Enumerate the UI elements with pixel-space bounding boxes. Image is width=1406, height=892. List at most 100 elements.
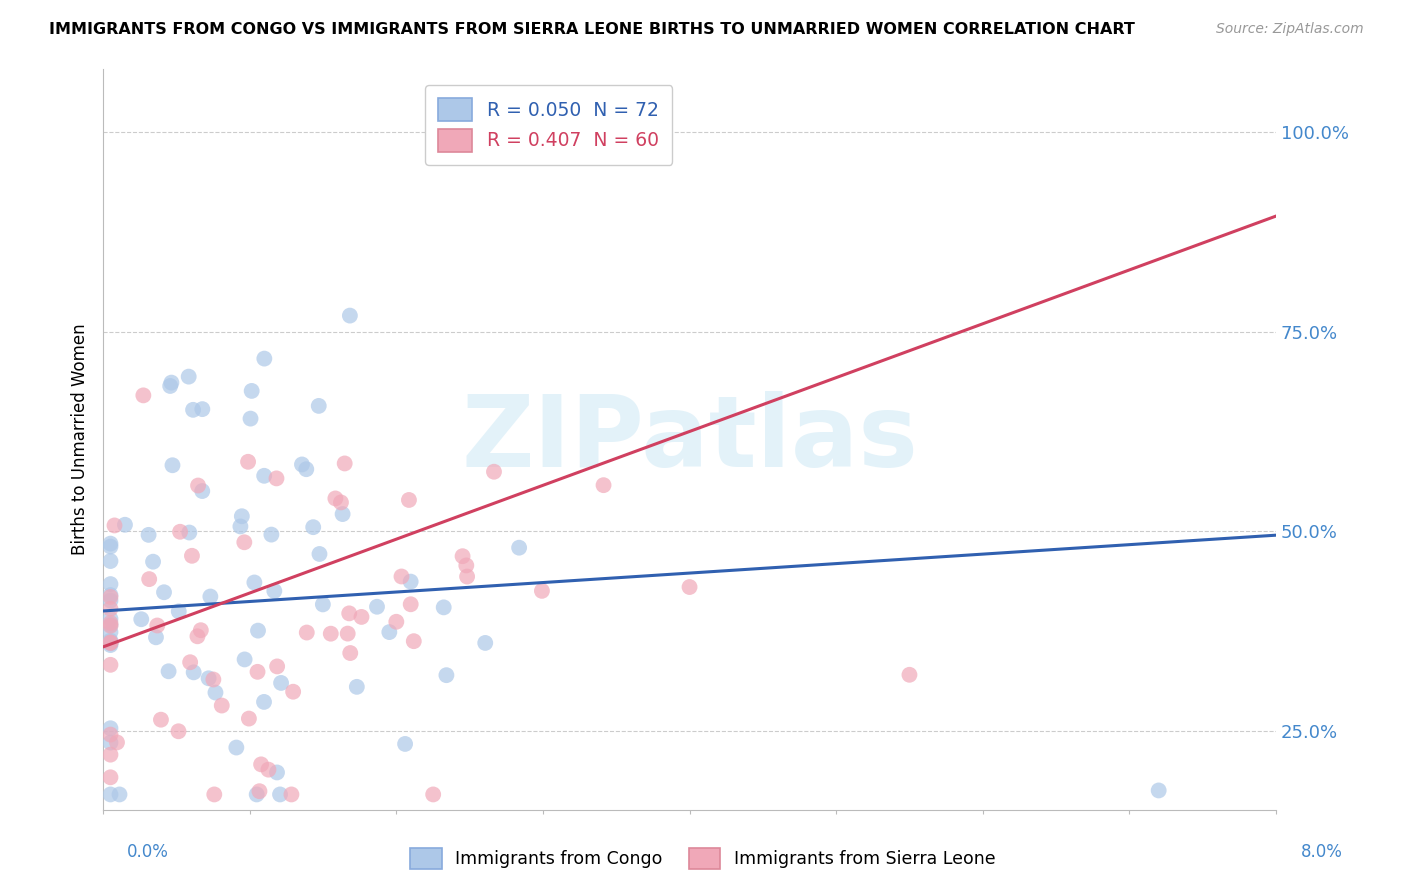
Point <box>402 634 425 648</box>
Point <box>482 465 505 479</box>
Point <box>100 625 122 640</box>
Point <box>108 788 131 802</box>
Point <box>394 737 416 751</box>
Point <box>240 384 263 398</box>
Point <box>167 724 190 739</box>
Point <box>312 598 335 612</box>
Point <box>100 618 122 632</box>
Point <box>391 569 413 583</box>
Text: 0.0%: 0.0% <box>127 843 169 861</box>
Point <box>266 659 288 673</box>
Point <box>247 624 270 638</box>
Point <box>302 520 325 534</box>
Point <box>100 619 122 633</box>
Text: Source: ZipAtlas.com: Source: ZipAtlas.com <box>1216 22 1364 37</box>
Point <box>263 584 285 599</box>
Point <box>157 665 180 679</box>
Point <box>898 667 921 681</box>
Point <box>346 680 368 694</box>
Point <box>100 721 122 735</box>
Point <box>181 402 204 417</box>
Point <box>339 646 361 660</box>
Text: ZIPatlas: ZIPatlas <box>461 391 918 488</box>
Point <box>142 555 165 569</box>
Point <box>186 629 208 643</box>
Point <box>191 402 214 417</box>
Point <box>202 673 225 687</box>
Point <box>129 612 152 626</box>
Point <box>191 484 214 499</box>
Point <box>366 599 388 614</box>
Point <box>266 471 288 485</box>
Point <box>474 636 496 650</box>
Point <box>592 478 614 492</box>
Point <box>100 735 122 749</box>
Point <box>436 668 458 682</box>
Point <box>280 788 302 802</box>
Point <box>257 763 280 777</box>
Point <box>181 549 204 563</box>
Point <box>1147 783 1170 797</box>
Point <box>433 600 456 615</box>
Point <box>260 527 283 541</box>
Point <box>162 458 184 473</box>
Point <box>149 713 172 727</box>
Point <box>100 636 122 650</box>
Point <box>530 583 553 598</box>
Point <box>246 665 269 679</box>
Point <box>100 728 122 742</box>
Point <box>422 788 444 802</box>
Point <box>100 635 122 649</box>
Point <box>179 525 201 540</box>
Point <box>100 770 122 784</box>
Point <box>238 712 260 726</box>
Point <box>281 684 304 698</box>
Point <box>246 788 269 802</box>
Point <box>451 549 474 564</box>
Legend: Immigrants from Congo, Immigrants from Sierra Leone: Immigrants from Congo, Immigrants from S… <box>404 841 1002 876</box>
Point <box>103 518 125 533</box>
Point <box>269 788 291 802</box>
Point <box>177 369 200 384</box>
Point <box>678 580 700 594</box>
Point <box>225 740 247 755</box>
Point <box>295 625 318 640</box>
Point <box>114 517 136 532</box>
Point <box>253 468 276 483</box>
Point <box>190 624 212 638</box>
Point <box>100 590 122 604</box>
Point <box>169 524 191 539</box>
Point <box>100 540 122 554</box>
Point <box>100 635 122 649</box>
Point <box>100 601 122 615</box>
Point <box>329 495 352 509</box>
Point <box>100 747 122 762</box>
Point <box>231 509 253 524</box>
Legend: R = 0.050  N = 72, R = 0.407  N = 60: R = 0.050 N = 72, R = 0.407 N = 60 <box>425 86 672 165</box>
Point <box>204 685 226 699</box>
Point <box>105 735 128 749</box>
Point <box>100 612 122 626</box>
Point <box>295 462 318 476</box>
Point <box>243 575 266 590</box>
Point <box>145 630 167 644</box>
Point <box>100 633 122 648</box>
Point <box>100 593 122 607</box>
Point <box>200 590 222 604</box>
Point <box>202 788 225 802</box>
Point <box>100 788 122 802</box>
Point <box>339 309 361 323</box>
Point <box>183 665 205 680</box>
Point <box>138 528 160 542</box>
Point <box>378 625 401 640</box>
Point <box>236 455 259 469</box>
Point <box>399 597 422 611</box>
Point <box>100 636 122 650</box>
Text: IMMIGRANTS FROM CONGO VS IMMIGRANTS FROM SIERRA LEONE BIRTHS TO UNMARRIED WOMEN : IMMIGRANTS FROM CONGO VS IMMIGRANTS FROM… <box>49 22 1135 37</box>
Point <box>399 574 422 589</box>
Point <box>308 547 330 561</box>
Point <box>385 615 408 629</box>
Point <box>270 676 292 690</box>
Point <box>100 657 122 672</box>
Point <box>336 626 359 640</box>
